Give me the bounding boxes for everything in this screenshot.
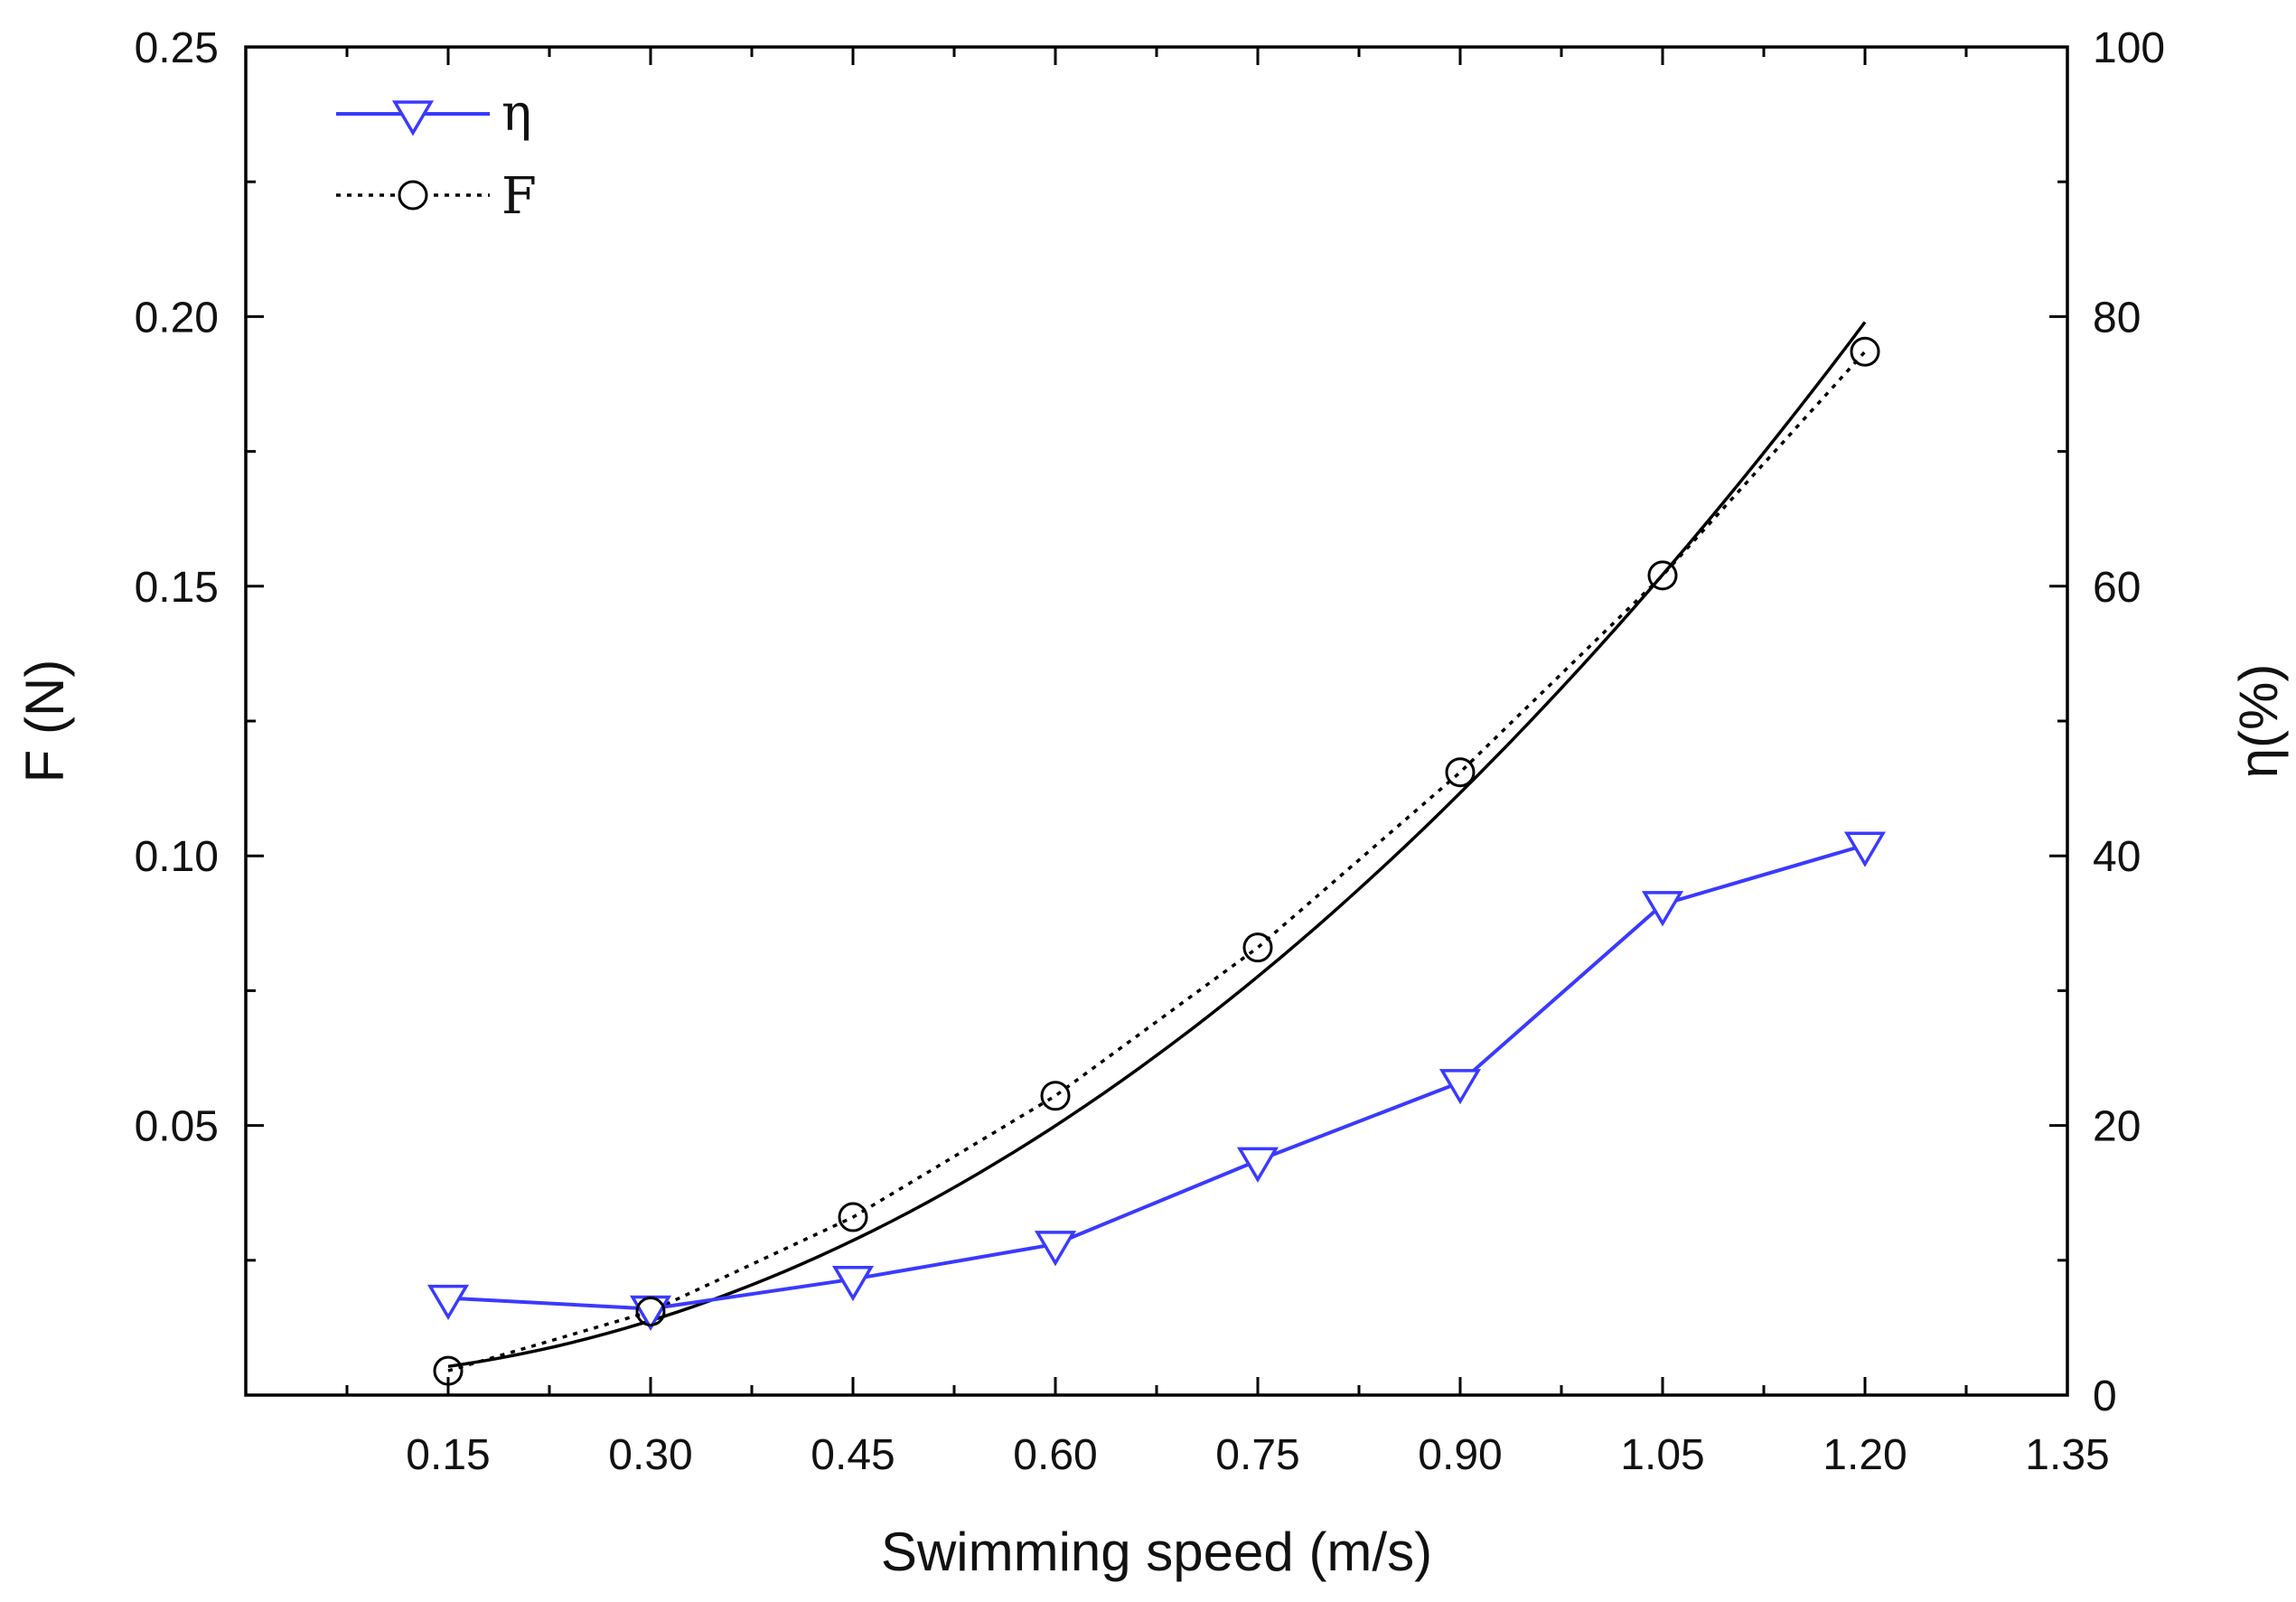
y-axis-right-title: η(%) bbox=[2228, 664, 2289, 779]
eta-point bbox=[1641, 891, 1684, 927]
f-point bbox=[1647, 560, 1678, 591]
eta-point bbox=[1236, 1147, 1279, 1183]
x-axis-title: Swimming speed (m/s) bbox=[881, 1522, 1432, 1582]
legend: η F bbox=[336, 84, 537, 226]
f-point bbox=[433, 1355, 464, 1386]
x-tick-label: 0.30 bbox=[608, 1431, 692, 1479]
y-right-tick-label: 100 bbox=[2093, 24, 2165, 72]
eta-point bbox=[831, 1265, 875, 1302]
y-left-tick-label: 0.05 bbox=[135, 1103, 219, 1151]
y-left-tick-label: 0.10 bbox=[135, 833, 219, 881]
f-point bbox=[1445, 757, 1476, 788]
y-left-tick-label: 0.15 bbox=[135, 564, 219, 612]
eta-point bbox=[1034, 1231, 1077, 1267]
legend-eta-marker bbox=[391, 100, 435, 136]
y-left-tick-label: 0.20 bbox=[135, 294, 219, 342]
legend-f-label: F bbox=[501, 167, 537, 226]
y-right-tick-label: 60 bbox=[2093, 564, 2141, 612]
x-tick-label: 0.45 bbox=[811, 1431, 895, 1479]
f-point bbox=[1242, 932, 1273, 963]
f-point bbox=[635, 1296, 666, 1326]
x-tick-label: 1.35 bbox=[2025, 1431, 2109, 1479]
legend-f-marker bbox=[398, 180, 428, 211]
f-point bbox=[838, 1202, 868, 1232]
y-right-tick-label: 0 bbox=[2093, 1372, 2117, 1420]
y-right-tick-label: 20 bbox=[2093, 1103, 2141, 1151]
y-axis-left-title: F (N) bbox=[14, 660, 75, 783]
eta-point bbox=[1843, 831, 1887, 867]
x-tick-label: 1.05 bbox=[1620, 1431, 1704, 1479]
y-right-tick-label: 40 bbox=[2093, 833, 2141, 881]
x-tick-label: 1.20 bbox=[1823, 1431, 1907, 1479]
eta-point bbox=[426, 1284, 470, 1321]
x-tick-label: 0.90 bbox=[1418, 1431, 1502, 1479]
eta-point bbox=[1439, 1069, 1482, 1105]
f-point bbox=[1850, 336, 1880, 367]
eta-series-line bbox=[447, 843, 1866, 1311]
y-left-tick-label: 0.25 bbox=[135, 24, 219, 72]
x-tick-label: 0.75 bbox=[1215, 1431, 1299, 1479]
axis-ticks: 0.15 0.30 0.45 0.60 0.75 0.90 1.05 1.20 1.35 0.05… bbox=[135, 24, 2166, 1479]
f-fit-curve bbox=[447, 321, 1867, 1369]
f-point bbox=[1040, 1081, 1071, 1111]
legend-eta-label: η bbox=[501, 84, 532, 143]
x-tick-label: 0.60 bbox=[1013, 1431, 1097, 1479]
series-layer bbox=[426, 321, 1887, 1386]
x-tick-label: 0.15 bbox=[406, 1431, 490, 1479]
y-right-tick-label: 80 bbox=[2093, 294, 2141, 342]
f-series-line bbox=[447, 351, 1867, 1372]
plot-frame bbox=[244, 45, 2069, 1397]
